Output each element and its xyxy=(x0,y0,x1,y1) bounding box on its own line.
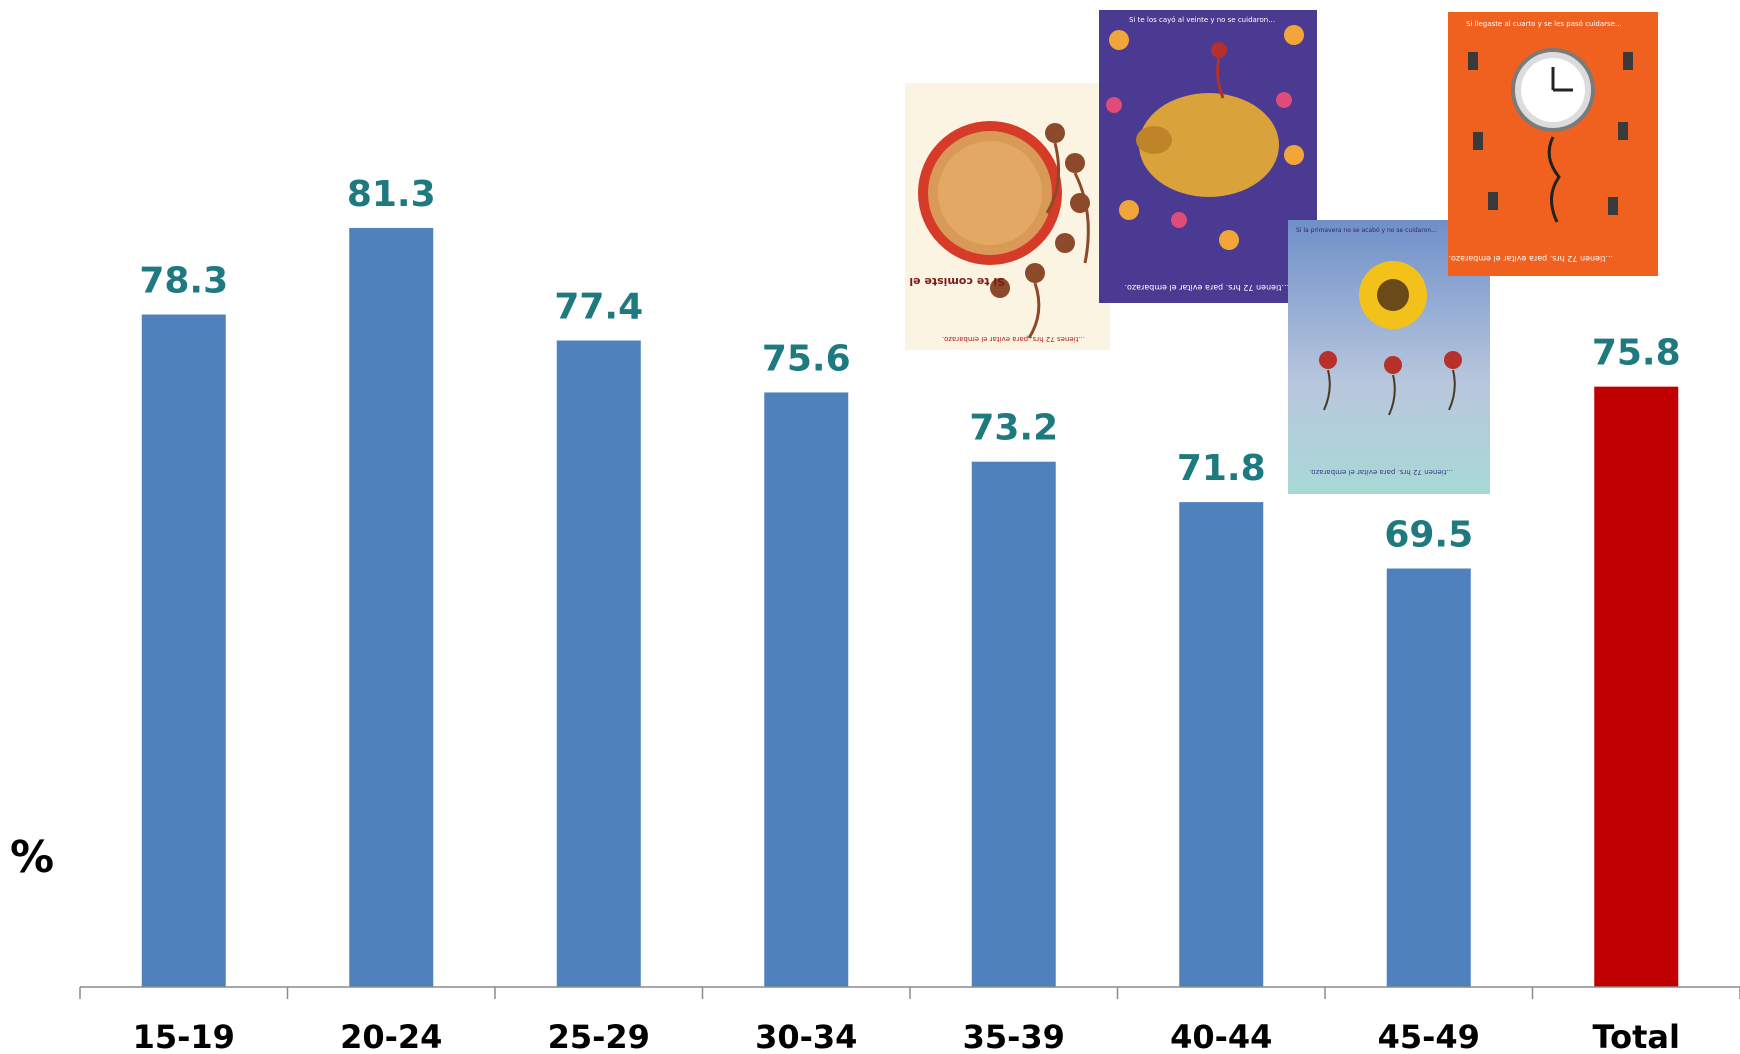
x-tick-label-20-24: 20-24 xyxy=(340,1018,442,1054)
poster-piggy: ...tienen 72 hrs. para evitar el embaraz… xyxy=(1099,10,1317,303)
bar-40-44 xyxy=(1179,502,1264,987)
poster-sunflower-text: Si la primavera no se acabó y no se cuid… xyxy=(1296,227,1437,234)
bar-25-29 xyxy=(556,340,641,988)
x-tick-label-35-39: 35-39 xyxy=(963,1018,1065,1054)
poster-sunflower-footer: ...tienen 72 hrs. para evitar el embaraz… xyxy=(1309,468,1453,476)
bars-group xyxy=(141,227,1679,988)
value-label-30-34: 75.6 xyxy=(762,338,851,379)
poster-clock-text: Si llegaste al cuarto y se les pasó cuid… xyxy=(1466,20,1622,28)
poster-cake-text: Si te comiste el pastel completito ... xyxy=(905,275,1005,288)
bar-20-24 xyxy=(349,227,434,987)
x-tick-label-45-49: 45-49 xyxy=(1378,1018,1480,1054)
value-label-25-29: 77.4 xyxy=(554,286,643,327)
poster-piggy-text: Si te los cayó al veinte y no se cuidaro… xyxy=(1129,16,1275,24)
bar-45-49 xyxy=(1386,568,1471,987)
value-label-45-49: 69.5 xyxy=(1384,515,1473,556)
x-tick-label-30-34: 30-34 xyxy=(755,1018,857,1054)
x-tick-label-25-29: 25-29 xyxy=(548,1018,650,1054)
poster-clock-footer: ...tienen 72 hrs. para evitar el embaraz… xyxy=(1449,254,1613,263)
value-label-40-44: 71.8 xyxy=(1177,448,1266,489)
poster-cake: Si te comiste el pastel completito ... .… xyxy=(905,83,1110,350)
value-label-15-19: 78.3 xyxy=(139,261,228,302)
poster-cake-footer: ...tienes 72 hrs. para evitar el embaraz… xyxy=(942,335,1085,343)
y-axis-label: % xyxy=(10,832,54,883)
bar-total xyxy=(1594,386,1679,988)
poster-piggy-footer: ...tienen 72 hrs. para evitar el embaraz… xyxy=(1125,283,1289,292)
x-axis xyxy=(79,986,1740,999)
value-label-total: 75.8 xyxy=(1592,333,1681,374)
poster-clock: ...tienen 72 hrs. para evitar el embaraz… xyxy=(1448,12,1658,276)
x-tick-label-40-44: 40-44 xyxy=(1170,1018,1272,1054)
x-tick-labels: 15-19 20-24 25-29 30-34 35-39 40-44 45-49 Total xyxy=(133,1018,1680,1054)
value-labels-group: 78.3 81.3 77.4 75.6 73.2 71.8 69.5 75.8 xyxy=(139,174,1680,556)
x-tick-label-15-19: 15-19 xyxy=(133,1018,235,1054)
bar-30-34 xyxy=(764,392,849,987)
bar-35-39 xyxy=(971,461,1056,988)
value-label-20-24: 81.3 xyxy=(347,174,436,215)
bar-15-19 xyxy=(141,314,226,987)
value-label-35-39: 73.2 xyxy=(969,408,1058,449)
x-tick-label-total: Total xyxy=(1593,1018,1680,1054)
